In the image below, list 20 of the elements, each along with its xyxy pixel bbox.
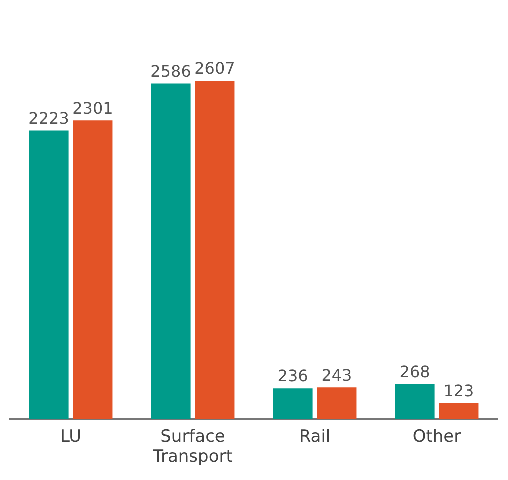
bar bbox=[273, 388, 313, 420]
bar bbox=[395, 384, 435, 420]
bar bbox=[195, 80, 235, 420]
data-label: 268 bbox=[400, 362, 430, 382]
x-tick-label: Surface Transport bbox=[152, 426, 234, 468]
data-label: 2301 bbox=[72, 98, 114, 118]
data-label: 2607 bbox=[194, 59, 236, 78]
bar bbox=[151, 84, 191, 420]
data-label: 243 bbox=[322, 366, 352, 385]
data-label: 236 bbox=[278, 366, 308, 386]
bar bbox=[317, 388, 357, 420]
bar bbox=[439, 403, 479, 420]
data-label: 2223 bbox=[28, 108, 70, 128]
bar bbox=[73, 120, 113, 420]
bar bbox=[29, 130, 69, 420]
data-label: 2586 bbox=[150, 62, 192, 81]
x-tick-label: Other bbox=[412, 426, 462, 447]
x-tick-label: Rail bbox=[299, 426, 331, 447]
data-label: 123 bbox=[444, 381, 474, 400]
x-tick-label: LU bbox=[60, 426, 82, 447]
